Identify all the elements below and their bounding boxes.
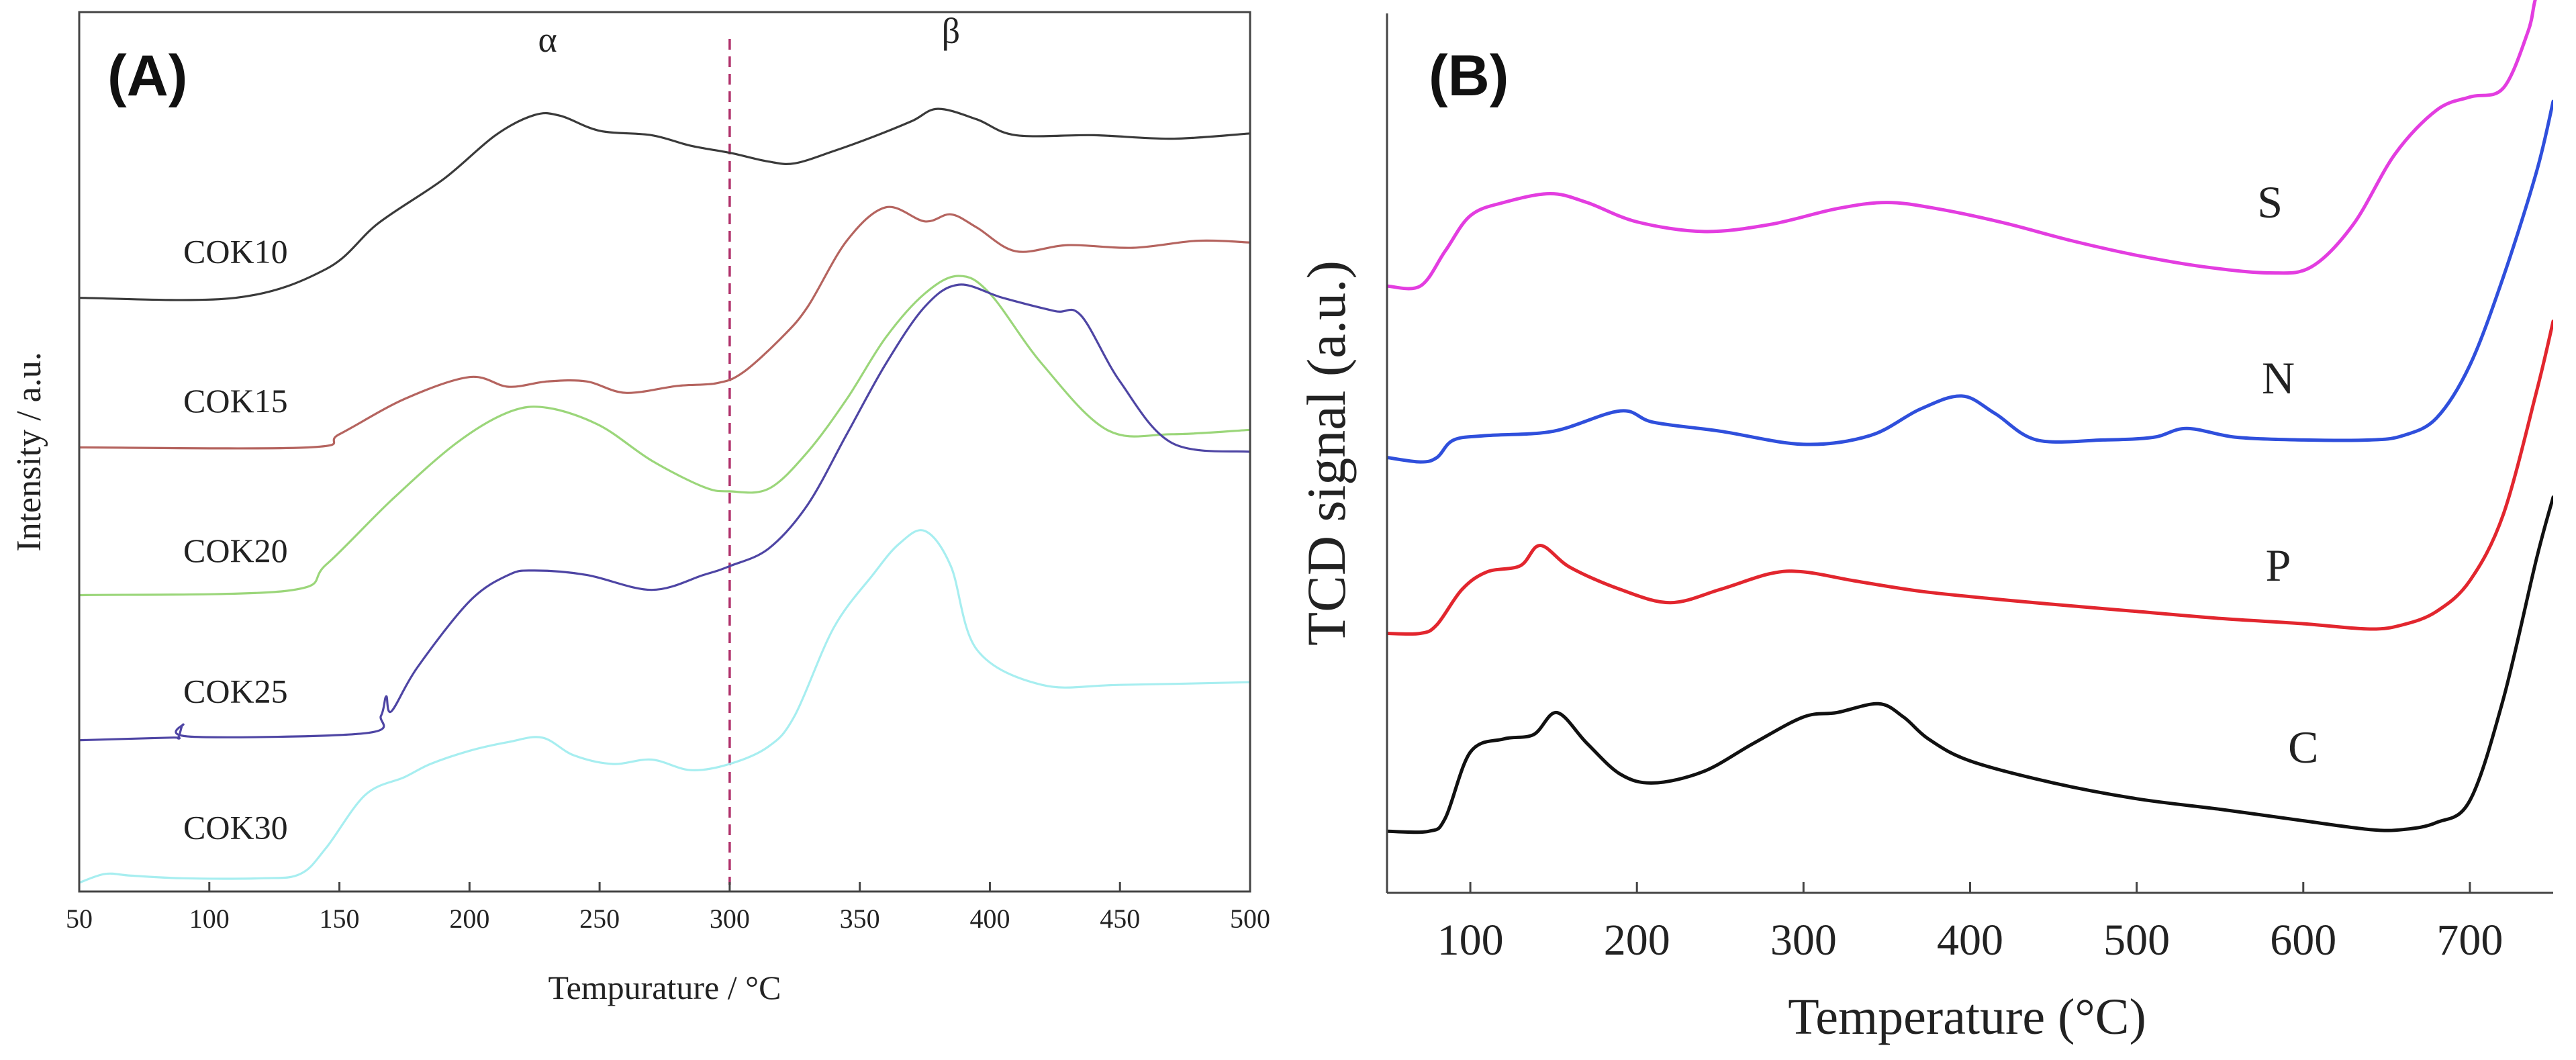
panel-a-series-cok30-label: COK30 xyxy=(183,808,288,846)
panel-b-xtick-label-500: 500 xyxy=(2103,916,2170,965)
panel-b-series-c-label: C xyxy=(2288,722,2318,773)
panel-a-xtick-label-450: 450 xyxy=(1100,904,1140,934)
panel-b-xtick-label-100: 100 xyxy=(1437,916,1504,965)
panel-b-ylabel: TCD signal (a.u.) xyxy=(1296,260,1357,646)
panel-a-xtick-label-400: 400 xyxy=(969,904,1010,934)
panel-b-series-n-label: N xyxy=(2262,352,2295,403)
panel-a-annotation-alpha: α xyxy=(538,19,557,60)
panel-b-label: (B) xyxy=(1429,44,1509,108)
panel-a-label: (A) xyxy=(107,44,187,108)
panel-b-series-s-label: S xyxy=(2257,177,2283,228)
panel-b-series-n-line xyxy=(1387,99,2553,464)
panel-b-xtick-label-400: 400 xyxy=(1937,916,2003,965)
panel-a-xtick-label-250: 250 xyxy=(579,904,620,934)
panel-a-xtick-label-500: 500 xyxy=(1230,904,1270,934)
panel-a-series-cok30-line xyxy=(79,529,1250,884)
panel-a-frame xyxy=(78,11,1251,893)
panel-a-series-cok20-line xyxy=(79,275,1250,597)
panel-b-xtick-label-200: 200 xyxy=(1604,916,1670,965)
panel-b-xtick-label-700: 700 xyxy=(2436,916,2503,965)
panel-a-xtick-label-100: 100 xyxy=(189,904,230,934)
panel-b-series-s-line xyxy=(1387,0,2537,291)
panel-b-series-c-line xyxy=(1387,495,2553,834)
panel-a-xtick-label-300: 300 xyxy=(710,904,750,934)
panel-b-xtick-label-300: 300 xyxy=(1770,916,1837,965)
panel-b-series-p-line xyxy=(1387,320,2553,636)
panel-a-ylabel: Intensity / a.u. xyxy=(10,352,48,552)
panel-a-xtick-label-50: 50 xyxy=(66,904,93,934)
panel-a-xtick-label-150: 150 xyxy=(320,904,360,934)
panel-a-series-cok10-label: COK10 xyxy=(183,232,288,270)
panel-a-chart: (A) COK10 COK15 COK20 COK25 COK30 α β 50 100 15… xyxy=(10,11,1270,1006)
panel-a-series-cok15-label: COK15 xyxy=(183,382,288,420)
panel-a-series-cok25-label: COK25 xyxy=(183,672,288,710)
panel-a-series-cok20-label: COK20 xyxy=(183,532,288,569)
panel-b-xlabel: Temperature (°C) xyxy=(1788,989,2146,1045)
panel-b-xtick-label-600: 600 xyxy=(2270,916,2336,965)
panel-a-series-cok15-line xyxy=(79,205,1250,450)
panel-a-annotation-beta: β xyxy=(942,11,960,51)
panel-a-xtick-label-350: 350 xyxy=(840,904,880,934)
panel-a-xtick-label-200: 200 xyxy=(449,904,489,934)
panel-a-series-cok10-line xyxy=(79,107,1250,301)
panel-b-chart: (B) S N P C 100 200 300 400 500 600 700 Temperatu… xyxy=(1296,0,2553,1045)
panel-a-series-cok25-line xyxy=(79,283,1250,742)
panel-b-series-p-label: P xyxy=(2266,540,2291,591)
panel-a-xlabel: Tempurature / °C xyxy=(548,969,781,1006)
